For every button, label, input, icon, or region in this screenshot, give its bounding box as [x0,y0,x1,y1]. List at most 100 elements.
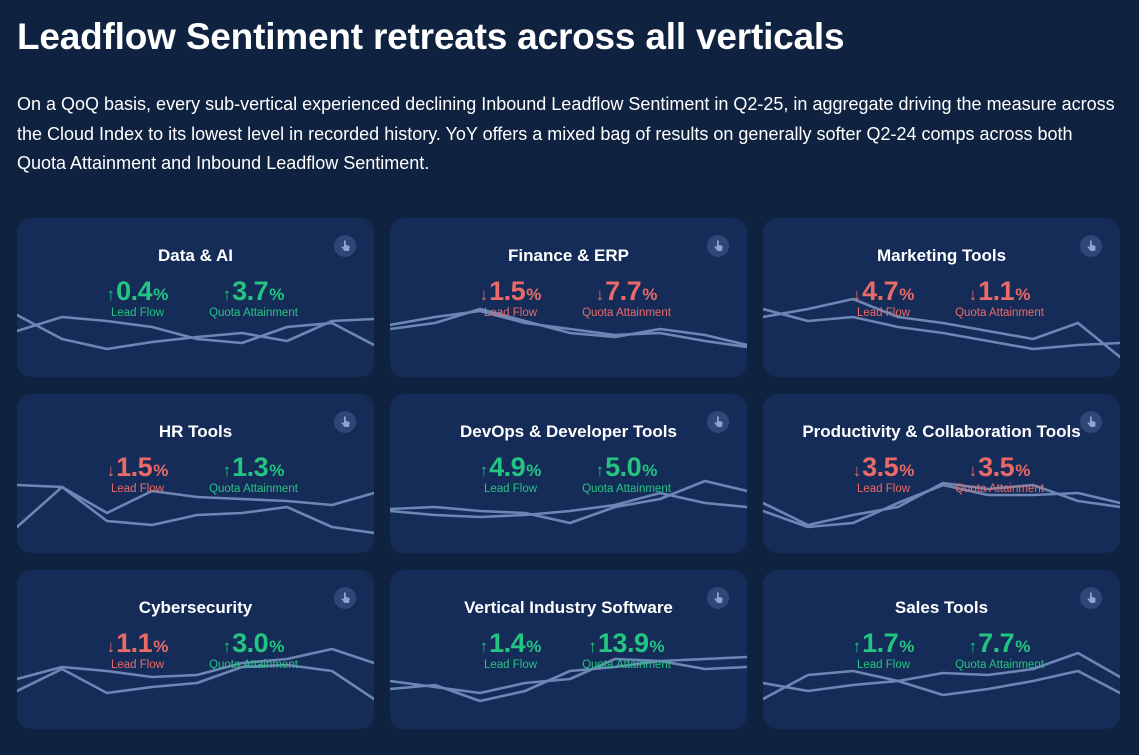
lead-flow-label: Lead Flow [483,307,538,319]
arrow-down-icon: ↓ [106,461,116,480]
pointer-hand-icon [1087,592,1096,604]
lead-flow-value: ↑ 1.7% [853,630,915,657]
pointer-hand-icon [714,416,723,428]
quota-attainment-label: Quota Attainment [955,483,1044,495]
lead-flow-value: ↑ 0.4% [107,278,169,305]
lead-flow-metric: ↓ 1.5% Lead Flow [466,278,556,320]
card-title: HR Tools [158,422,233,441]
pointer-hand-icon [714,592,723,604]
metric-number: 3.5 [862,452,899,482]
metrics-row: ↑ 4.9% Lead Flow ↑ 5.0% Quota Attainment [390,454,747,496]
quota-attainment-value: ↑ 3.0% [223,630,285,657]
expand-button[interactable] [1080,587,1102,609]
quota-attainment-value: ↓ 7.7% [596,278,658,305]
metrics-row: ↓ 1.5% Lead Flow ↑ 1.3% Quota Attainment [17,452,374,496]
arrow-up-icon: ↑ [222,637,232,656]
quota-attainment-metric: ↑ 3.7% Quota Attainment [209,278,299,320]
expand-button[interactable] [1080,235,1102,257]
expand-button[interactable] [707,587,729,609]
quota-attainment-label: Quota Attainment [582,483,671,495]
card-title: Vertical Industry Software [464,598,673,617]
vertical-cards-grid: Data & AI ↑ 0.4% Lead Flow ↑ 3.7% Quota At… [17,218,1120,729]
percent-sign: % [153,285,169,304]
expand-button[interactable] [334,587,356,609]
quota-attainment-label: Quota Attainment [209,659,298,671]
quota-attainment-label: Quota Attainment [209,483,298,495]
percent-sign: % [526,461,542,480]
sparkline-chart [763,481,1120,529]
arrow-up-icon: ↑ [479,637,489,656]
arrow-up-icon: ↑ [222,285,232,304]
percent-sign: % [899,461,915,480]
sparkline-chart [390,479,747,525]
metrics-row: ↑ 1.4% Lead Flow ↑ 13.9% Quota Attainment [390,628,747,672]
arrow-down-icon: ↓ [968,285,978,304]
metric-number: 1.1 [116,628,153,658]
arrow-up-icon: ↑ [595,461,605,480]
arrow-down-icon: ↓ [479,285,489,304]
percent-sign: % [642,461,658,480]
lead-flow-value: ↓ 1.5% [480,278,542,305]
quota-attainment-sparkline [17,485,374,535]
arrow-down-icon: ↓ [968,461,978,480]
quota-attainment-label: Quota Attainment [955,307,1044,319]
metric-number: 1.5 [489,276,526,306]
quota-attainment-value: ↑ 3.7% [223,278,285,305]
quota-attainment-sparkline [390,307,747,347]
lead-flow-metric: ↓ 1.1% Lead Flow [93,630,183,672]
quota-attainment-sparkline [17,663,374,701]
quota-attainment-metric: ↑ 5.0% Quota Attainment [582,454,672,496]
card-cybersecurity: Cybersecurity ↓ 1.1% Lead Flow ↑ 3.0% Quot… [17,570,374,729]
metric-number: 13.9 [597,628,649,658]
card-title: Finance & ERP [508,246,629,265]
quota-attainment-metric: ↑ 1.3% Quota Attainment [209,454,299,496]
expand-button[interactable] [334,411,356,433]
lead-flow-label: Lead Flow [856,483,911,495]
card-title: Marketing Tools [876,246,1007,265]
card-hr-tools: HR Tools ↓ 1.5% Lead Flow ↑ 1.3% Quota Att… [17,394,374,553]
quota-attainment-metric: ↓ 3.5% Quota Attainment [955,454,1045,496]
metric-number: 0.4 [116,276,153,306]
pointer-hand-icon [1087,240,1096,252]
lead-flow-sparkline [17,647,374,681]
lead-flow-sparkline [390,479,747,525]
quota-attainment-value: ↑ 1.3% [223,454,285,481]
metric-number: 4.7 [862,276,899,306]
percent-sign: % [526,285,542,304]
quota-attainment-sparkline [763,669,1120,701]
lead-flow-metric: ↑ 4.9% Lead Flow [466,454,556,496]
lead-flow-metric: ↑ 1.4% Lead Flow [466,628,556,672]
sparkline-chart [390,655,747,703]
arrow-up-icon: ↑ [222,461,232,480]
card-finance-and-erp: Finance & ERP ↓ 1.5% Lead Flow ↓ 7.7% Quot… [390,218,747,377]
expand-button[interactable] [707,235,729,257]
lead-flow-value: ↓ 3.5% [853,454,915,481]
card-marketing-tools: Marketing Tools ↓ 4.7% Lead Flow ↓ 1.1% Qu… [763,218,1120,377]
expand-button[interactable] [334,235,356,257]
percent-sign: % [269,285,285,304]
percent-sign: % [1015,461,1031,480]
expand-button[interactable] [707,411,729,433]
lead-flow-sparkline [763,307,1120,351]
quota-attainment-sparkline [390,655,747,703]
arrow-down-icon: ↓ [852,285,862,304]
pointer-hand-icon [341,592,350,604]
quota-attainment-label: Quota Attainment [955,659,1044,671]
lead-flow-value: ↓ 4.7% [853,278,915,305]
metric-number: 1.4 [489,628,526,658]
percent-sign: % [1015,637,1031,656]
lead-flow-value: ↓ 1.1% [107,630,169,657]
pointer-hand-icon [341,416,350,428]
arrow-down-icon: ↓ [106,637,116,656]
quota-attainment-label: Quota Attainment [582,307,671,319]
expand-button[interactable] [1080,411,1102,433]
metric-number: 1.5 [116,452,153,482]
metric-number: 7.7 [978,628,1015,658]
lead-flow-label: Lead Flow [856,659,911,671]
pointer-hand-icon [714,240,723,252]
lead-flow-metric: ↓ 3.5% Lead Flow [839,454,929,496]
quota-attainment-value: ↑ 5.0% [596,454,658,481]
card-title: Data & AI [158,246,233,265]
card-title: Sales Tools [894,598,989,617]
metric-number: 7.7 [605,276,642,306]
